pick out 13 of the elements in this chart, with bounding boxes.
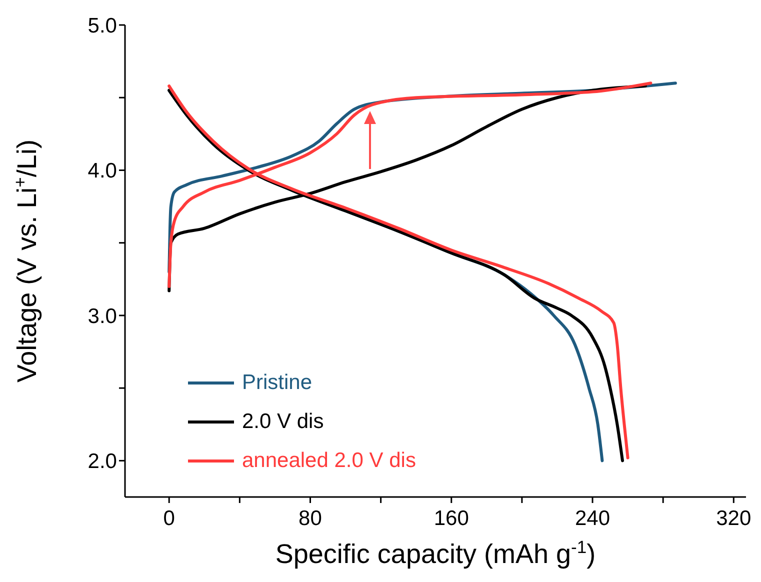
x-tick-label: 80 [298,507,322,530]
x-tick-label: 240 [574,507,610,530]
x-axis-title: Specific capacity (mAh g$^{-1}$) [275,537,596,569]
legend-label: annealed 2.0 V dis [242,448,416,472]
y-tick-label: 5.0 [88,14,117,38]
legend-label: 2.0 V dis [242,410,324,434]
y-tick-label: 4.0 [88,160,117,183]
legend-label: Pristine [242,370,312,394]
y-tick-label: 3.0 [88,304,117,328]
x-tick-label: 320 [716,507,752,530]
x-tick-label: 0 [163,507,175,530]
y-tick-label: 2.0 [88,450,117,474]
x-tick-label: 160 [434,507,469,530]
